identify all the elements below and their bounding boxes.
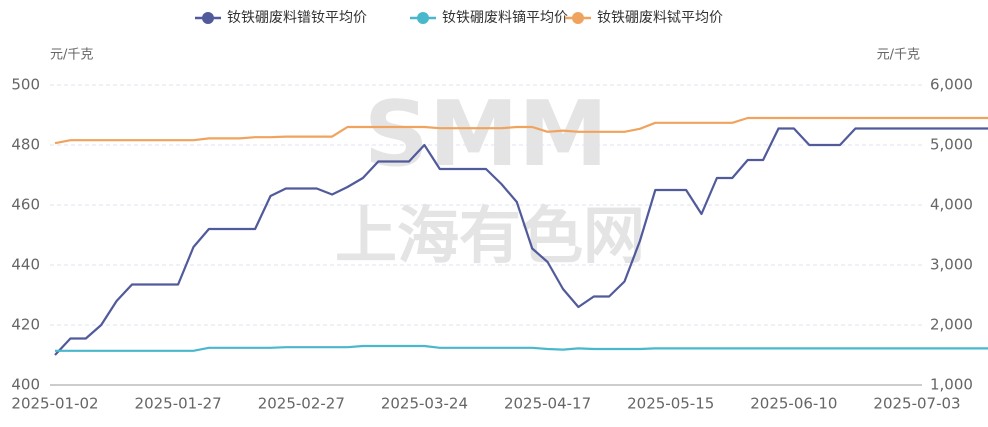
y2-tick-label: 2,000: [930, 316, 973, 334]
series-line: [55, 344, 988, 352]
series-line: [54, 127, 988, 356]
x-tick-label: 2025-04-17: [504, 395, 591, 413]
series-line: [54, 116, 988, 145]
x-tick-label: 2025-01-27: [135, 395, 222, 413]
x-tick-label: 2025-06-10: [750, 395, 837, 413]
y-tick-label: 460: [11, 196, 40, 214]
x-tick-label: 2025-02-27: [258, 395, 345, 413]
y-tick-label: 480: [11, 136, 40, 154]
x-tick-label: 2025-05-15: [627, 395, 714, 413]
legend-label: 钕铁硼废料镝平均价: [442, 9, 568, 26]
y-tick-label: 420: [11, 316, 40, 334]
y2-tick-label: 5,000: [930, 136, 973, 154]
y-tick-label: 440: [11, 256, 40, 274]
y2-tick-label: 4,000: [930, 196, 973, 214]
legend-marker: [417, 12, 429, 24]
watermark-subtitle: 上海有色网: [335, 199, 645, 272]
legend-label: 钕铁硼废料镨钕平均价: [227, 10, 367, 26]
y2-tick-label: 3,000: [930, 256, 973, 274]
y2-tick-label: 6,000: [930, 76, 973, 94]
x-tick-label: 2025-01-02: [11, 395, 98, 413]
legend-marker: [202, 12, 214, 24]
x-tick-label: 2025-07-03: [873, 395, 960, 413]
y2-unit: 元/千克: [877, 48, 920, 63]
legend-label: 钕铁硼废料铽平均价: [597, 10, 723, 26]
y-unit: 元/千克: [50, 48, 93, 63]
x-tick-label: 2025-03-24: [381, 395, 468, 413]
y-tick-label: 500: [11, 76, 40, 94]
watermark: SMM: [364, 82, 608, 187]
y2-tick-label: 1,000: [930, 376, 973, 394]
legend-marker: [572, 12, 584, 24]
y-tick-label: 400: [11, 376, 40, 394]
